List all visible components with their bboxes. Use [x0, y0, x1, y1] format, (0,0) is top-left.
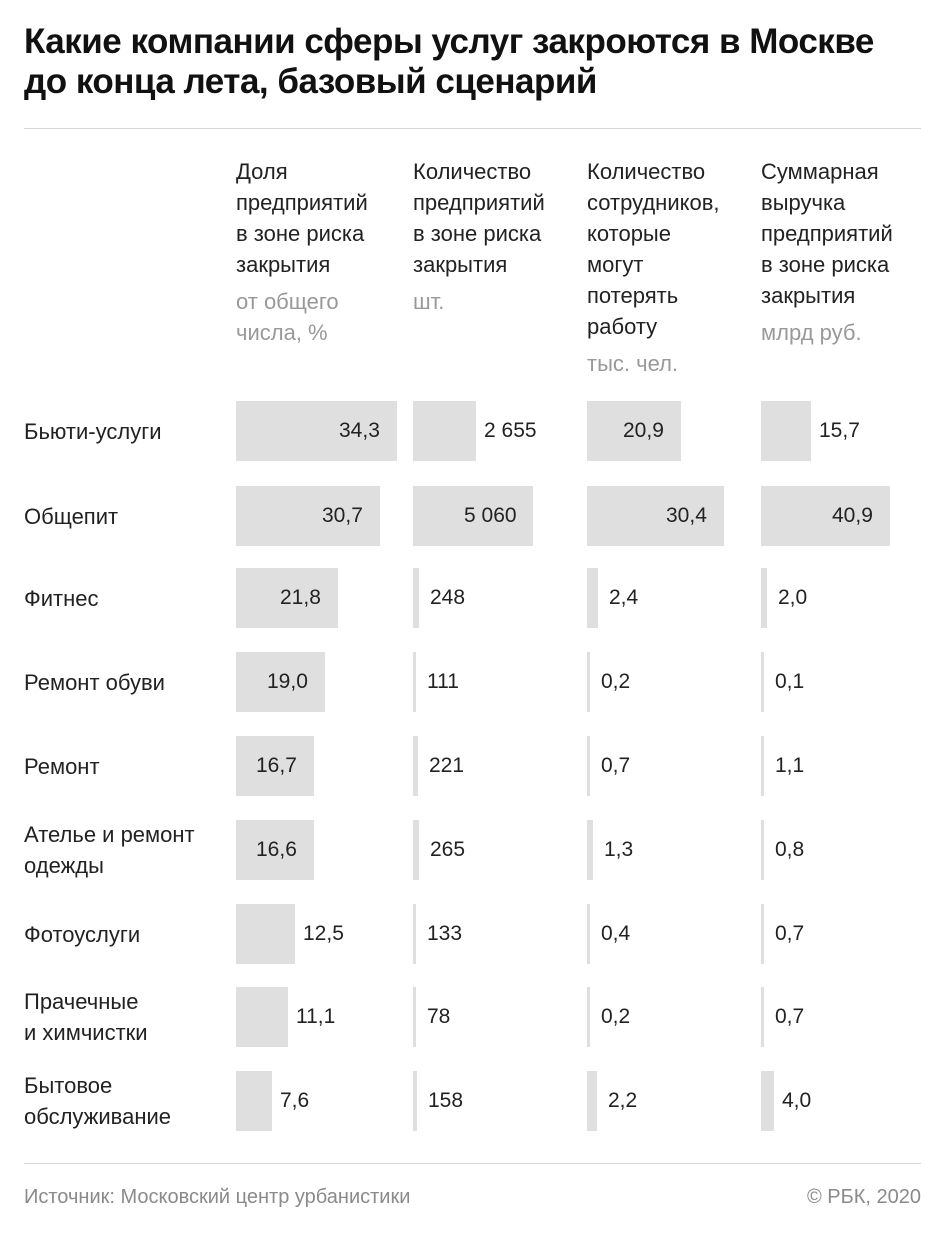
- value-label: 0,7: [775, 1005, 805, 1028]
- row-label: Бытовое обслуживание: [24, 1073, 172, 1129]
- value-label: 4,0: [782, 1089, 812, 1112]
- bar-3: [587, 987, 590, 1047]
- bar-4: [761, 736, 764, 796]
- bar-3: [587, 401, 681, 461]
- value-label: 111: [427, 670, 459, 693]
- bar-2: [413, 568, 419, 628]
- bar-2: [413, 652, 416, 712]
- value-label: 2,4: [609, 586, 639, 609]
- value-label: 265: [430, 838, 466, 861]
- value-label: 30,4: [666, 504, 707, 527]
- bar-2: [413, 1071, 417, 1131]
- value-label: 40,9: [832, 504, 873, 527]
- value-label: 34,3: [339, 419, 380, 442]
- bar-1: [236, 736, 314, 796]
- bar-4: [761, 568, 767, 628]
- value-label: 0,2: [601, 1005, 631, 1028]
- value-label: 0,4: [601, 922, 631, 945]
- value-label: 1,3: [604, 838, 634, 861]
- value-label: 0,7: [601, 754, 631, 777]
- column-header-4: Суммарная выручка предприятий в зоне рис…: [761, 156, 936, 348]
- value-label: 30,7: [322, 504, 363, 527]
- column-header-unit: тыс. чел.: [587, 351, 679, 376]
- bar-3: [587, 1071, 597, 1131]
- bar-4: [761, 486, 890, 546]
- value-label: 20,9: [623, 419, 664, 442]
- value-label: 133: [427, 922, 463, 945]
- column-header-label: Доля предприятий в зоне риска закрытия: [236, 159, 368, 277]
- value-label: 0,1: [775, 670, 805, 693]
- bar-3: [587, 736, 590, 796]
- bar-4: [761, 820, 764, 880]
- row-label: Фотоуслуги: [24, 921, 141, 947]
- column-header-1: Доля предприятий в зоне риска закрытия от…: [236, 156, 411, 348]
- value-label: 12,5: [303, 922, 344, 945]
- row-label: Общепит: [24, 503, 119, 529]
- value-label: 11,1: [296, 1005, 336, 1028]
- value-label: 2,0: [778, 586, 808, 609]
- column-header-2: Количество предприятий в зоне риска закр…: [413, 156, 588, 317]
- bar-4: [761, 1071, 774, 1131]
- value-label: 2 655: [484, 419, 537, 442]
- value-label: 2,2: [608, 1089, 638, 1112]
- value-label: 21,8: [280, 586, 321, 609]
- row-label: Бьюти-услуги: [24, 418, 162, 444]
- bar-2: [413, 401, 476, 461]
- bar-4: [761, 987, 764, 1047]
- column-header-3: Количество сотрудников, которые могут по…: [587, 156, 762, 379]
- value-label: 1,1: [775, 754, 805, 777]
- value-label: 221: [429, 754, 465, 777]
- bar-2: [413, 820, 419, 880]
- column-header-unit: млрд руб.: [761, 320, 862, 345]
- row-label: Ремонт обуви: [24, 669, 165, 695]
- row-label: Ателье и ремонт одежды: [24, 822, 195, 878]
- bar-4: [761, 401, 811, 461]
- bar-4: [761, 652, 764, 712]
- chart-title: Какие компании сферы услуг закроются в М…: [24, 22, 874, 101]
- bar-3: [587, 652, 590, 712]
- bottom-divider: [24, 1163, 921, 1164]
- bar-1: [236, 1071, 272, 1131]
- bar-2: [413, 904, 416, 964]
- column-header-unit: шт.: [413, 289, 445, 314]
- bar-2: [413, 486, 533, 546]
- value-label: 0,2: [601, 670, 631, 693]
- bar-4: [761, 904, 764, 964]
- value-label: 16,7: [256, 754, 297, 777]
- value-label: 0,7: [775, 922, 805, 945]
- column-header-label: Количество сотрудников, которые могут по…: [587, 159, 720, 339]
- bar-1: [236, 987, 288, 1047]
- value-label: 0,8: [775, 838, 805, 861]
- bar-1: [236, 820, 314, 880]
- bar-1: [236, 401, 397, 461]
- copyright: © РБК, 2020: [806, 1186, 921, 1208]
- row-label: Прачечные и химчистки: [24, 989, 148, 1045]
- value-label: 7,6: [280, 1089, 310, 1112]
- source-note: Источник: Московский центр урбанистики: [24, 1186, 411, 1208]
- bar-1: [236, 568, 338, 628]
- value-label: 19,0: [267, 670, 308, 693]
- bar-1: [236, 486, 380, 546]
- column-header-unit: от общего числа, %: [236, 289, 339, 345]
- bar-1: [236, 904, 295, 964]
- value-label: 158: [428, 1089, 464, 1112]
- column-header-label: Количество предприятий в зоне риска закр…: [413, 159, 545, 277]
- value-label: 248: [430, 586, 466, 609]
- bar-1: [236, 652, 325, 712]
- bar-2: [413, 987, 416, 1047]
- top-divider: [24, 128, 921, 129]
- bar-3: [587, 486, 724, 546]
- bar-3: [587, 904, 590, 964]
- value-label: 16,6: [256, 838, 297, 861]
- value-label: 15,7: [819, 419, 860, 442]
- row-label: Фитнес: [24, 585, 99, 611]
- value-label: 5 060: [464, 504, 517, 527]
- bar-2: [413, 736, 418, 796]
- row-label: Ремонт: [24, 753, 100, 779]
- value-label: 78: [427, 1005, 451, 1028]
- bar-3: [587, 820, 593, 880]
- column-header-label: Суммарная выручка предприятий в зоне рис…: [761, 159, 893, 308]
- bar-3: [587, 568, 598, 628]
